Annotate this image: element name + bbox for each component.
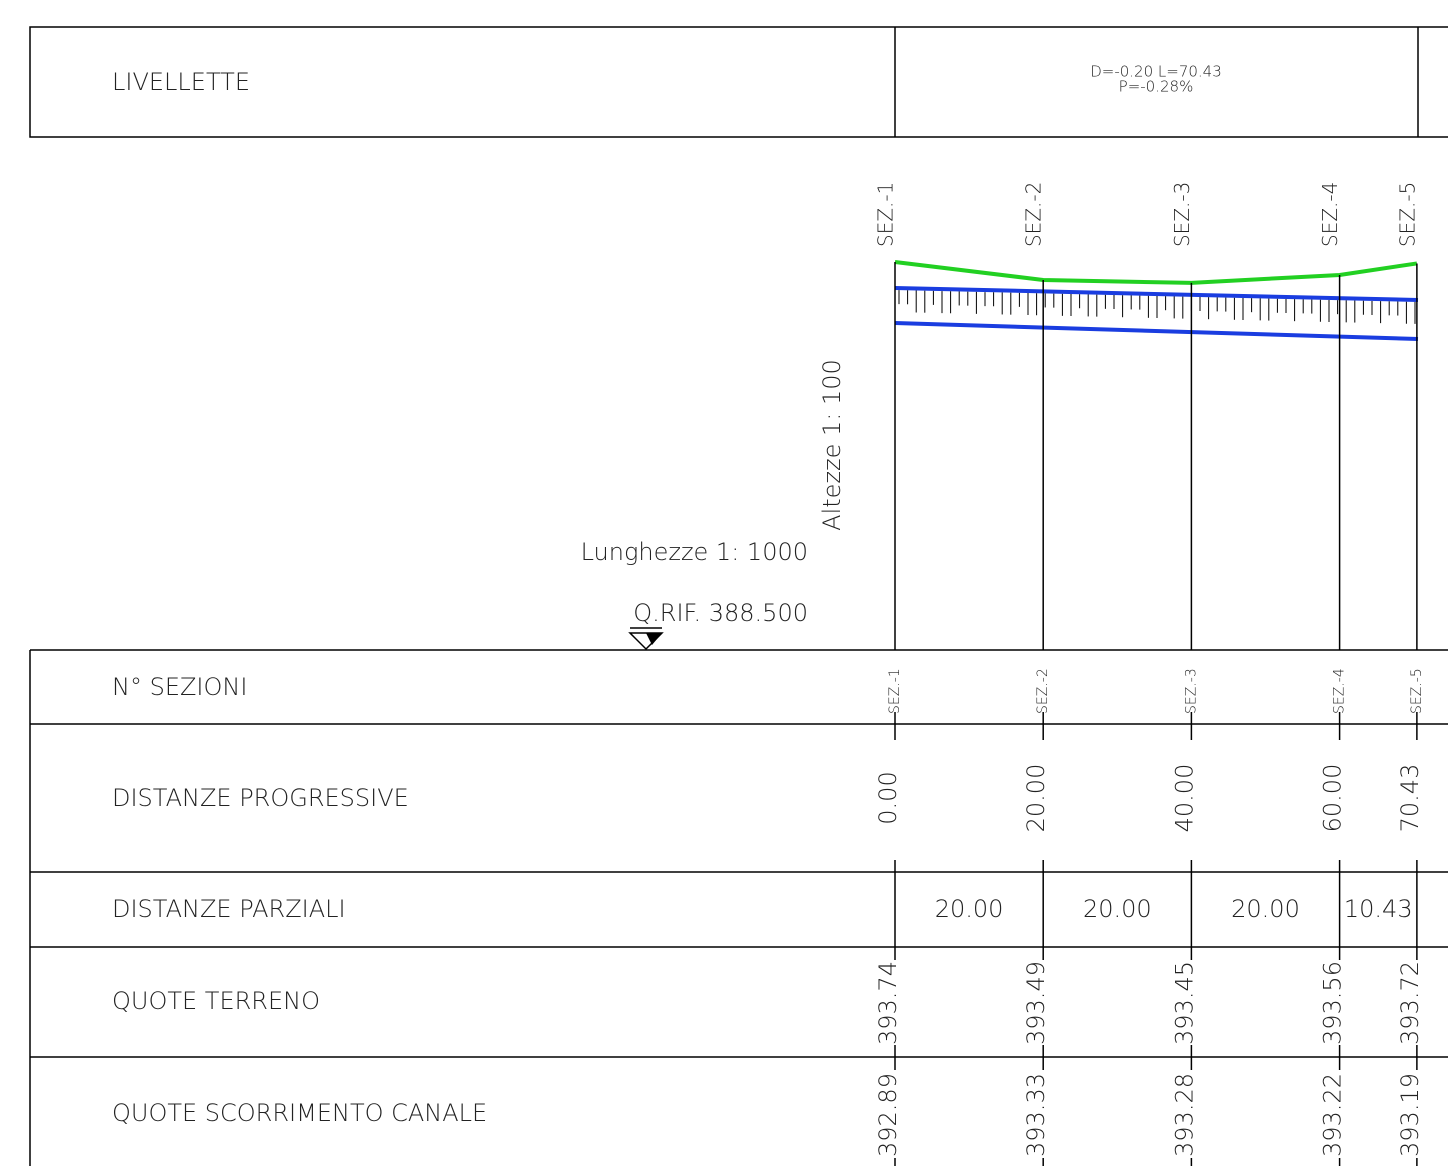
section-name: SEZ.-2	[1022, 182, 1046, 247]
progressive-distance: 40.00	[1170, 764, 1198, 833]
row-label: N° SEZIONI	[112, 673, 247, 701]
section-name: SEZ.-4	[1318, 182, 1342, 247]
progressive-distance: 0.00	[874, 771, 902, 824]
canal-level: 393.33	[1022, 1073, 1050, 1157]
section-name: SEZ.-1	[874, 182, 898, 247]
progressive-distance: 20.00	[1022, 764, 1050, 833]
row-label: DISTANZE PROGRESSIVE	[112, 784, 409, 812]
progressive-distance: 70.43	[1396, 764, 1424, 833]
livellette-box	[29, 26, 1448, 138]
section-name: SEZ.-5	[1395, 182, 1419, 247]
channel-bottom	[894, 321, 1419, 341]
ref-triangle-fill	[646, 633, 662, 645]
partial-distance: 20.00	[1083, 895, 1152, 923]
section-name-small: SEZ.-3	[1183, 668, 1199, 714]
canal-level: 393.19	[1396, 1073, 1424, 1157]
row-label: LIVELLETTE	[112, 68, 250, 96]
slope-text: P=-0.28%	[1119, 78, 1194, 96]
ground-line	[894, 260, 1418, 285]
terrain-level: 393.56	[1319, 961, 1347, 1045]
section-name-small: SEZ.-4	[1332, 668, 1348, 714]
canal-level: 393.28	[1170, 1073, 1198, 1157]
terrain-level: 393.45	[1170, 961, 1198, 1045]
section-name-small: SEZ.-2	[1035, 668, 1051, 714]
section-name-small: SEZ.-5	[1409, 668, 1425, 714]
gradient-text: D=-0.20 L=70.43	[1090, 63, 1222, 81]
heights-scale: Altezze 1: 100	[818, 359, 846, 531]
partial-distance: 20.00	[935, 895, 1004, 923]
canal-level: 392.89	[874, 1073, 902, 1157]
terrain-level: 393.49	[1022, 961, 1050, 1045]
row-label: DISTANZE PARZIALI	[112, 895, 346, 923]
row-label: QUOTE SCORRIMENTO CANALE	[112, 1099, 487, 1127]
section-name: SEZ.-3	[1170, 182, 1194, 247]
progressive-distance: 60.00	[1319, 764, 1347, 833]
section-name-small: SEZ.-1	[887, 668, 903, 714]
row-label: QUOTE TERRENO	[112, 987, 320, 1015]
reference-level: Q.RIF. 388.500	[633, 599, 808, 627]
lengths-scale: Lunghezze 1: 1000	[581, 538, 808, 566]
terrain-level: 393.74	[874, 961, 902, 1045]
partial-distance: 20.00	[1231, 895, 1300, 923]
channel-top	[894, 286, 1419, 302]
channel-hatch	[898, 290, 1416, 324]
canal-level: 393.22	[1319, 1073, 1347, 1157]
partial-distance: 10.43	[1344, 895, 1413, 923]
table	[29, 649, 1448, 1166]
terrain-level: 393.72	[1396, 961, 1424, 1045]
